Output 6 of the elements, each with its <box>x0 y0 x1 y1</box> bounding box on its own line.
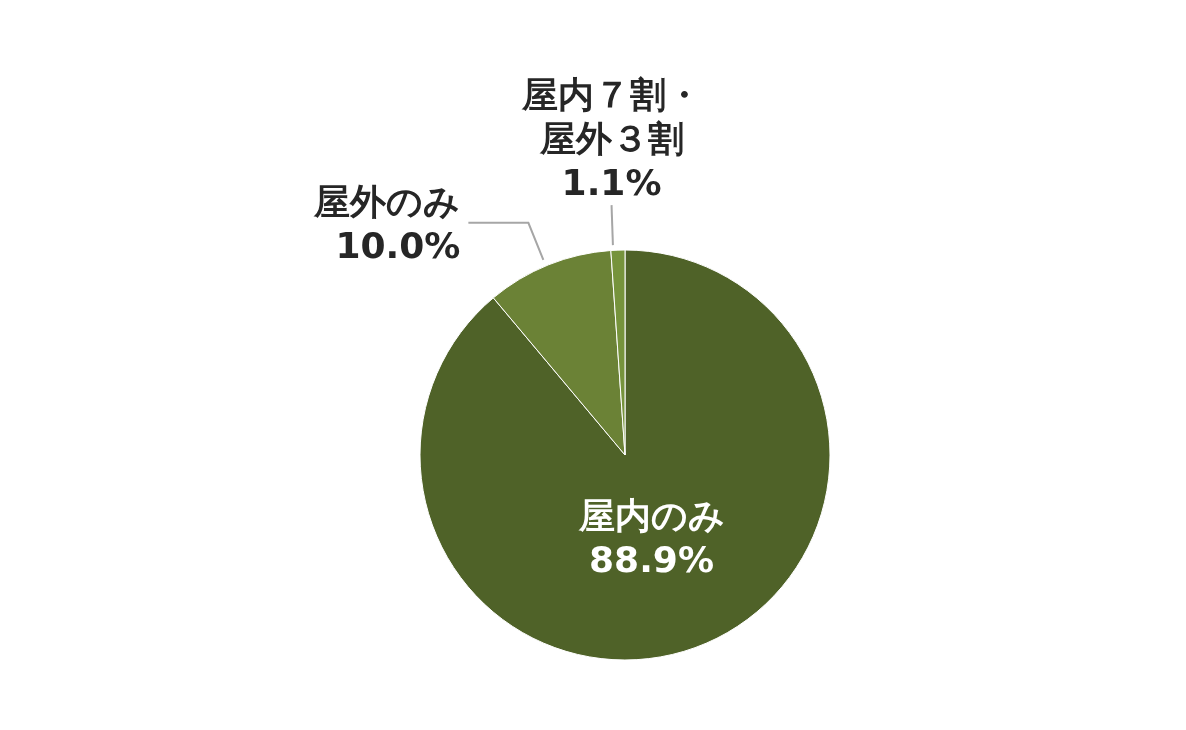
data-label: 88.9% <box>589 538 714 580</box>
slice-label: 屋内のみ <box>577 494 725 536</box>
slice-label: 屋内７割・屋外３割 <box>520 74 702 160</box>
slice-label: 屋外のみ <box>313 180 461 222</box>
data-label: 1.1% <box>561 162 662 204</box>
data-label: 10.0% <box>335 224 461 266</box>
